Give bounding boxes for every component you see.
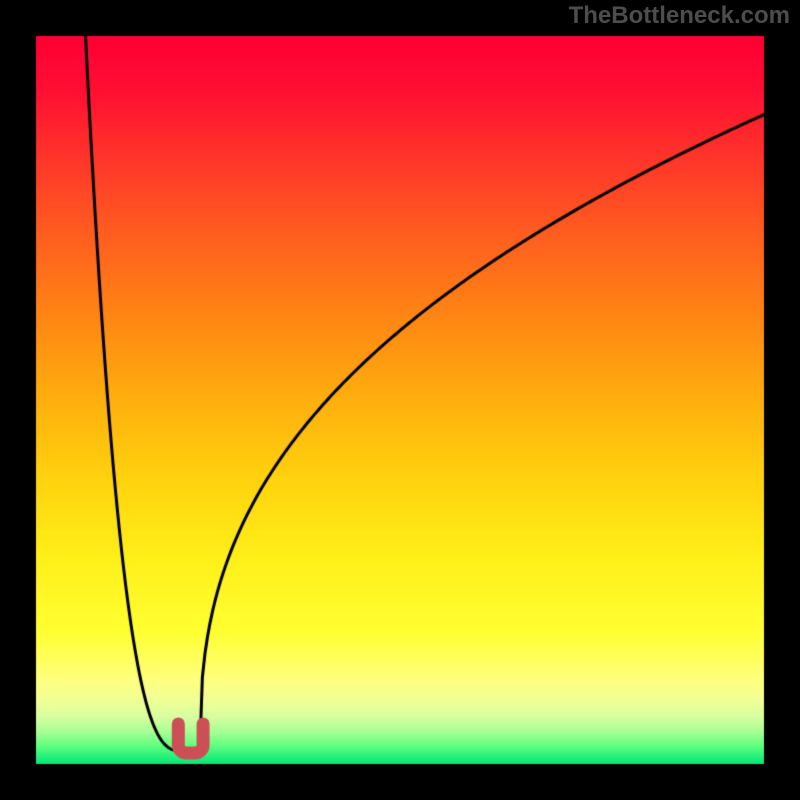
bottleneck-curve-chart [0,0,800,800]
watermark-text: TheBottleneck.com [569,2,790,30]
chart-container: TheBottleneck.com [0,0,800,800]
